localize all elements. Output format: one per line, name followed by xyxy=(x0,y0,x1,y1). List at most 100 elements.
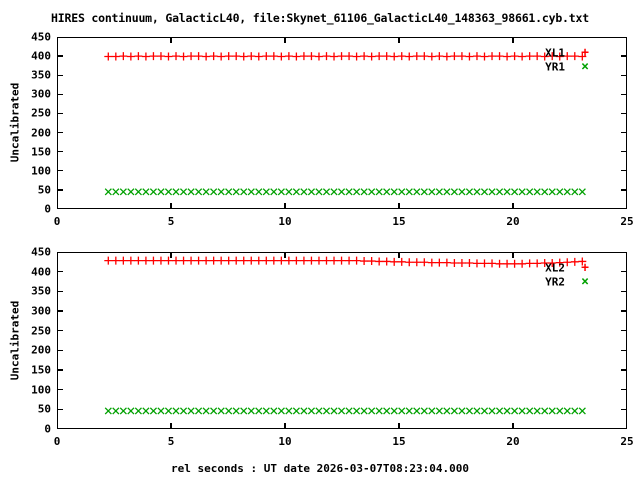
plot-frame-top xyxy=(57,37,627,209)
y-tick-mark-right-top-2 xyxy=(621,170,627,172)
y-tick-mark-bottom-5 xyxy=(57,329,63,332)
y-tick-label-bottom-7: 350 xyxy=(31,284,51,298)
x-axis-label: rel seconds : UT date 2026-03-07T08:23:0… xyxy=(170,462,469,475)
series-YR2 xyxy=(104,407,586,415)
y-tick-mark-top-4 xyxy=(57,131,63,134)
legend-marker-YR2: × xyxy=(581,274,589,290)
x-tick-label-bottom-3: 15 xyxy=(392,435,406,448)
y-tick-mark-top-7 xyxy=(57,74,63,76)
legend-marker-XL2: + xyxy=(581,260,589,276)
y-tick-mark-right-top-1 xyxy=(621,189,627,191)
y-tick-mark-bottom-2 xyxy=(57,388,63,391)
x-tick-mark-top-bottom-4 xyxy=(512,252,514,258)
series-XL1 xyxy=(104,52,587,61)
y-tick-mark-top-3 xyxy=(57,150,63,153)
legend-marker-XL1: + xyxy=(581,45,589,61)
y-tick-mark-top-1 xyxy=(57,189,63,191)
y-tick-mark-right-top-8 xyxy=(621,55,627,57)
plot-frame-bottom xyxy=(57,252,627,429)
y-tick-label-top-9: 450 xyxy=(31,30,51,44)
x-tick-mark-top-1 xyxy=(170,203,172,209)
y-tick-mark-right-top-7 xyxy=(621,74,627,76)
y-tick-mark-right-bottom-2 xyxy=(621,388,627,391)
y-tick-mark-right-bottom-3 xyxy=(621,369,627,371)
x-tick-mark-top-top-3 xyxy=(398,37,400,43)
y-tick-mark-top-5 xyxy=(57,112,63,115)
y-tick-label-bottom-3: 150 xyxy=(31,363,51,377)
y-tick-label-bottom-8: 400 xyxy=(31,265,51,279)
y-tick-mark-bottom-3 xyxy=(57,369,63,371)
legend-label-YR2: YR2 xyxy=(545,275,565,289)
x-tick-mark-top-top-4 xyxy=(512,37,514,43)
y-tick-label-top-1: 50 xyxy=(37,183,51,197)
x-tick-mark-top-4 xyxy=(512,203,514,209)
y-tick-label-top-6: 300 xyxy=(31,87,51,101)
x-tick-label-top-3: 15 xyxy=(392,215,406,228)
x-tick-mark-bottom-2 xyxy=(284,423,286,429)
y-tick-label-top-3: 150 xyxy=(31,145,51,159)
y-tick-mark-right-top-6 xyxy=(621,93,627,96)
y-tick-label-top-8: 400 xyxy=(31,49,51,63)
y-tick-label-top-7: 350 xyxy=(31,68,51,82)
y-tick-label-bottom-4: 200 xyxy=(31,343,51,357)
y-tick-mark-bottom-7 xyxy=(57,290,63,293)
x-tick-label-bottom-2: 10 xyxy=(278,435,292,448)
y-axis-label-bottom: Uncalibrated xyxy=(8,300,22,380)
y-tick-label-top-2: 100 xyxy=(31,164,51,178)
y-tick-label-bottom-1: 50 xyxy=(37,402,51,416)
y-tick-label-bottom-6: 300 xyxy=(31,304,51,318)
y-tick-mark-bottom-6 xyxy=(57,310,63,312)
x-tick-mark-top-top-2 xyxy=(284,37,286,43)
y-tick-mark-right-bottom-8 xyxy=(621,270,627,273)
x-tick-mark-bottom-3 xyxy=(398,423,400,429)
y-tick-mark-right-bottom-5 xyxy=(621,329,627,332)
chart-title: HIRES continuum, GalacticL40, file:Skyne… xyxy=(51,11,589,25)
y-tick-mark-right-top-5 xyxy=(621,112,627,115)
x-tick-label-bottom-0: 0 xyxy=(53,435,61,448)
legend-marker-YR1: × xyxy=(581,59,589,75)
plot-panel-top xyxy=(57,37,627,209)
y-tick-mark-top-8 xyxy=(57,55,63,57)
y-tick-label-top-5: 250 xyxy=(31,106,51,120)
x-tick-mark-top-top-1 xyxy=(170,37,172,43)
x-tick-label-top-2: 10 xyxy=(278,215,292,228)
y-tick-mark-right-bottom-7 xyxy=(621,290,627,293)
x-tick-label-bottom-4: 20 xyxy=(506,435,520,448)
x-tick-label-top-1: 5 xyxy=(167,215,175,228)
y-tick-label-bottom-0: 0 xyxy=(44,422,51,436)
y-tick-mark-top-2 xyxy=(57,170,63,172)
y-tick-label-top-0: 0 xyxy=(44,202,51,216)
y-tick-mark-bottom-1 xyxy=(57,408,63,411)
y-tick-mark-right-bottom-1 xyxy=(621,408,627,411)
y-tick-mark-top-6 xyxy=(57,93,63,96)
plot-data-area-bottom xyxy=(104,256,587,415)
y-tick-label-bottom-9: 450 xyxy=(31,245,51,259)
y-tick-mark-right-bottom-4 xyxy=(621,349,627,352)
x-tick-label-bottom-5: 25 xyxy=(620,435,634,448)
x-tick-label-top-4: 20 xyxy=(506,215,520,228)
x-tick-mark-top-bottom-3 xyxy=(398,252,400,258)
y-tick-label-bottom-5: 250 xyxy=(31,324,51,338)
y-tick-mark-bottom-4 xyxy=(57,349,63,352)
x-tick-label-top-0: 0 xyxy=(53,215,61,228)
x-tick-mark-bottom-4 xyxy=(512,423,514,429)
y-tick-label-top-4: 200 xyxy=(31,126,51,140)
plot-panel-bottom xyxy=(57,252,627,429)
x-tick-mark-bottom-1 xyxy=(170,423,172,429)
y-tick-label-bottom-2: 100 xyxy=(31,383,51,397)
x-tick-label-bottom-1: 5 xyxy=(167,435,175,448)
x-tick-mark-top-2 xyxy=(284,203,286,209)
y-tick-mark-right-top-4 xyxy=(621,131,627,134)
legend-label-XL1: XL1 xyxy=(545,46,565,60)
legend-label-YR1: YR1 xyxy=(545,60,565,74)
x-tick-mark-top-bottom-2 xyxy=(284,252,286,258)
series-XL2 xyxy=(104,256,587,268)
x-tick-mark-top-3 xyxy=(398,203,400,209)
x-tick-mark-top-bottom-1 xyxy=(170,252,172,258)
y-tick-mark-bottom-8 xyxy=(57,270,63,273)
plot-data-area-top xyxy=(104,52,587,196)
x-tick-label-top-5: 25 xyxy=(620,215,634,228)
y-tick-mark-right-top-3 xyxy=(621,150,627,153)
y-tick-mark-right-bottom-6 xyxy=(621,310,627,312)
